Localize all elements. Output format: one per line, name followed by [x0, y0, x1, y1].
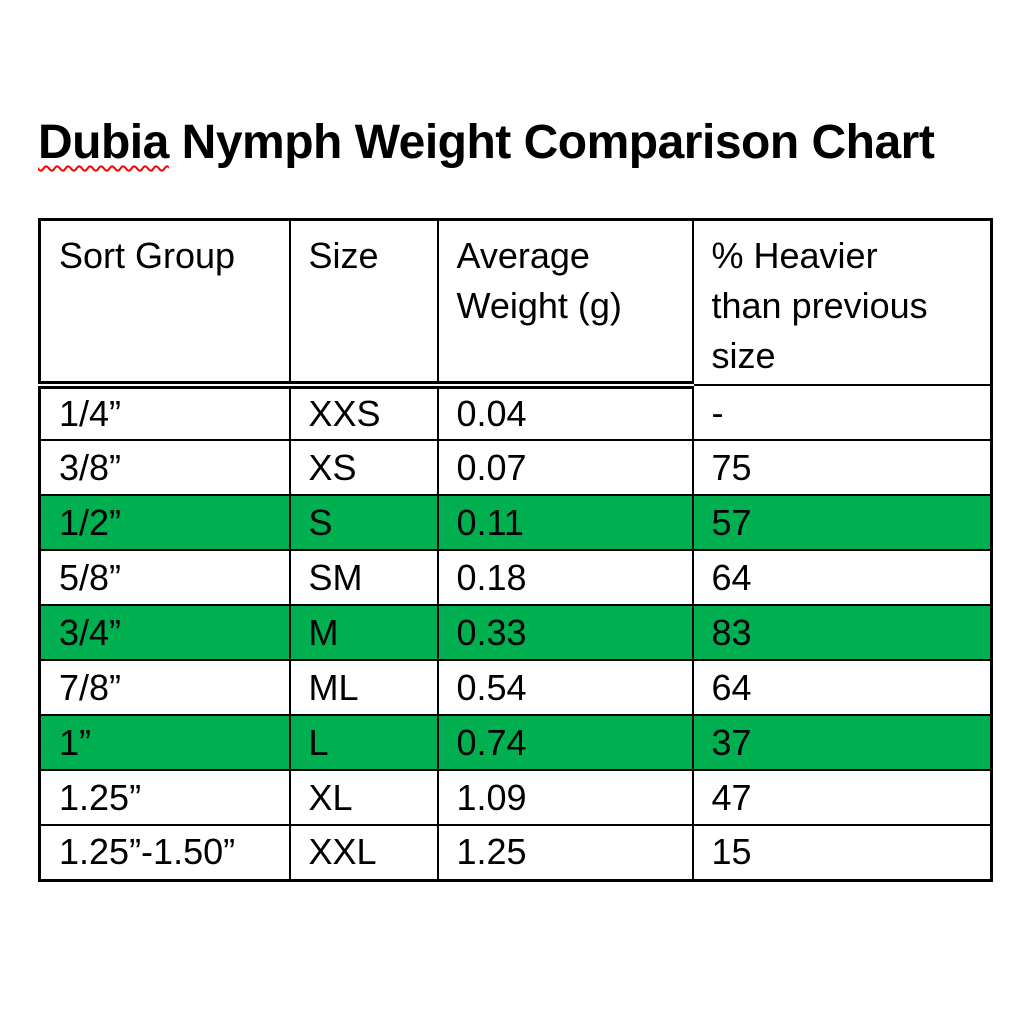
table-row: 1.25” XL 1.09 47	[38, 769, 993, 826]
cell-sort-group: 1.25”	[38, 769, 291, 826]
cell-avg-weight: 0.11	[436, 494, 694, 551]
cell-avg-weight: 1.25	[436, 824, 694, 881]
col-header-size: Size	[288, 218, 439, 389]
table-row: 1.25”-1.50” XXL 1.25 15	[38, 824, 993, 881]
page-title: Dubia Nymph Weight Comparison Chart	[38, 116, 935, 169]
table-row: 1” L 0.74 37	[38, 714, 993, 771]
cell-sort-group: 1/2”	[38, 494, 291, 551]
cell-size: M	[288, 604, 439, 661]
cell-avg-weight: 0.74	[436, 714, 694, 771]
cell-avg-weight: 0.04	[436, 384, 694, 441]
cell-sort-group: 1”	[38, 714, 291, 771]
cell-avg-weight: 0.07	[436, 439, 694, 496]
cell-avg-weight: 0.54	[436, 659, 694, 716]
cell-avg-weight: 0.33	[436, 604, 694, 661]
cell-sort-group: 1/4”	[38, 384, 291, 441]
cell-pct-heavier: 75	[691, 439, 993, 496]
cell-pct-heavier: 64	[691, 659, 993, 716]
title-misspelled-word: Dubia	[38, 116, 169, 169]
col-header-sort-group: Sort Group	[38, 218, 291, 389]
cell-size: XS	[288, 439, 439, 496]
cell-avg-weight: 1.09	[436, 769, 694, 826]
cell-size: XXS	[288, 384, 439, 441]
title-rest: Nymph Weight Comparison Chart	[168, 116, 935, 169]
cell-sort-group: 5/8”	[38, 549, 291, 606]
table-body: 1/4” XXS 0.04 - 3/8” XS 0.07 75 1/2” S 0…	[38, 384, 993, 881]
col-header-pct-heavier: % Heavier than previous size	[691, 218, 993, 386]
table-row: 3/4” M 0.33 83	[38, 604, 993, 661]
cell-size: XL	[288, 769, 439, 826]
table-row: 5/8” SM 0.18 64	[38, 549, 993, 606]
cell-pct-heavier: 57	[691, 494, 993, 551]
cell-size: ML	[288, 659, 439, 716]
cell-avg-weight: 0.18	[436, 549, 694, 606]
cell-size: XXL	[288, 824, 439, 881]
weight-comparison-table: Sort Group Size Average Weight (g) % Hea…	[38, 218, 993, 882]
cell-pct-heavier: 47	[691, 769, 993, 826]
cell-sort-group: 1.25”-1.50”	[38, 824, 291, 881]
cell-sort-group: 3/8”	[38, 439, 291, 496]
cell-size: S	[288, 494, 439, 551]
cell-sort-group: 3/4”	[38, 604, 291, 661]
cell-pct-heavier: 37	[691, 714, 993, 771]
cell-sort-group: 7/8”	[38, 659, 291, 716]
table-row: 1/2” S 0.11 57	[38, 494, 993, 551]
cell-size: L	[288, 714, 439, 771]
table-row: 1/4” XXS 0.04 -	[38, 384, 993, 441]
cell-pct-heavier: 64	[691, 549, 993, 606]
cell-pct-heavier: 83	[691, 604, 993, 661]
cell-pct-heavier: -	[691, 384, 993, 441]
table-row: 3/8” XS 0.07 75	[38, 439, 993, 496]
table-header: Sort Group Size Average Weight (g) % Hea…	[38, 218, 993, 389]
cell-pct-heavier: 15	[691, 824, 993, 881]
header-row: Sort Group Size Average Weight (g) % Hea…	[38, 218, 993, 389]
cell-size: SM	[288, 549, 439, 606]
table-row: 7/8” ML 0.54 64	[38, 659, 993, 716]
col-header-avg-weight: Average Weight (g)	[436, 218, 694, 389]
